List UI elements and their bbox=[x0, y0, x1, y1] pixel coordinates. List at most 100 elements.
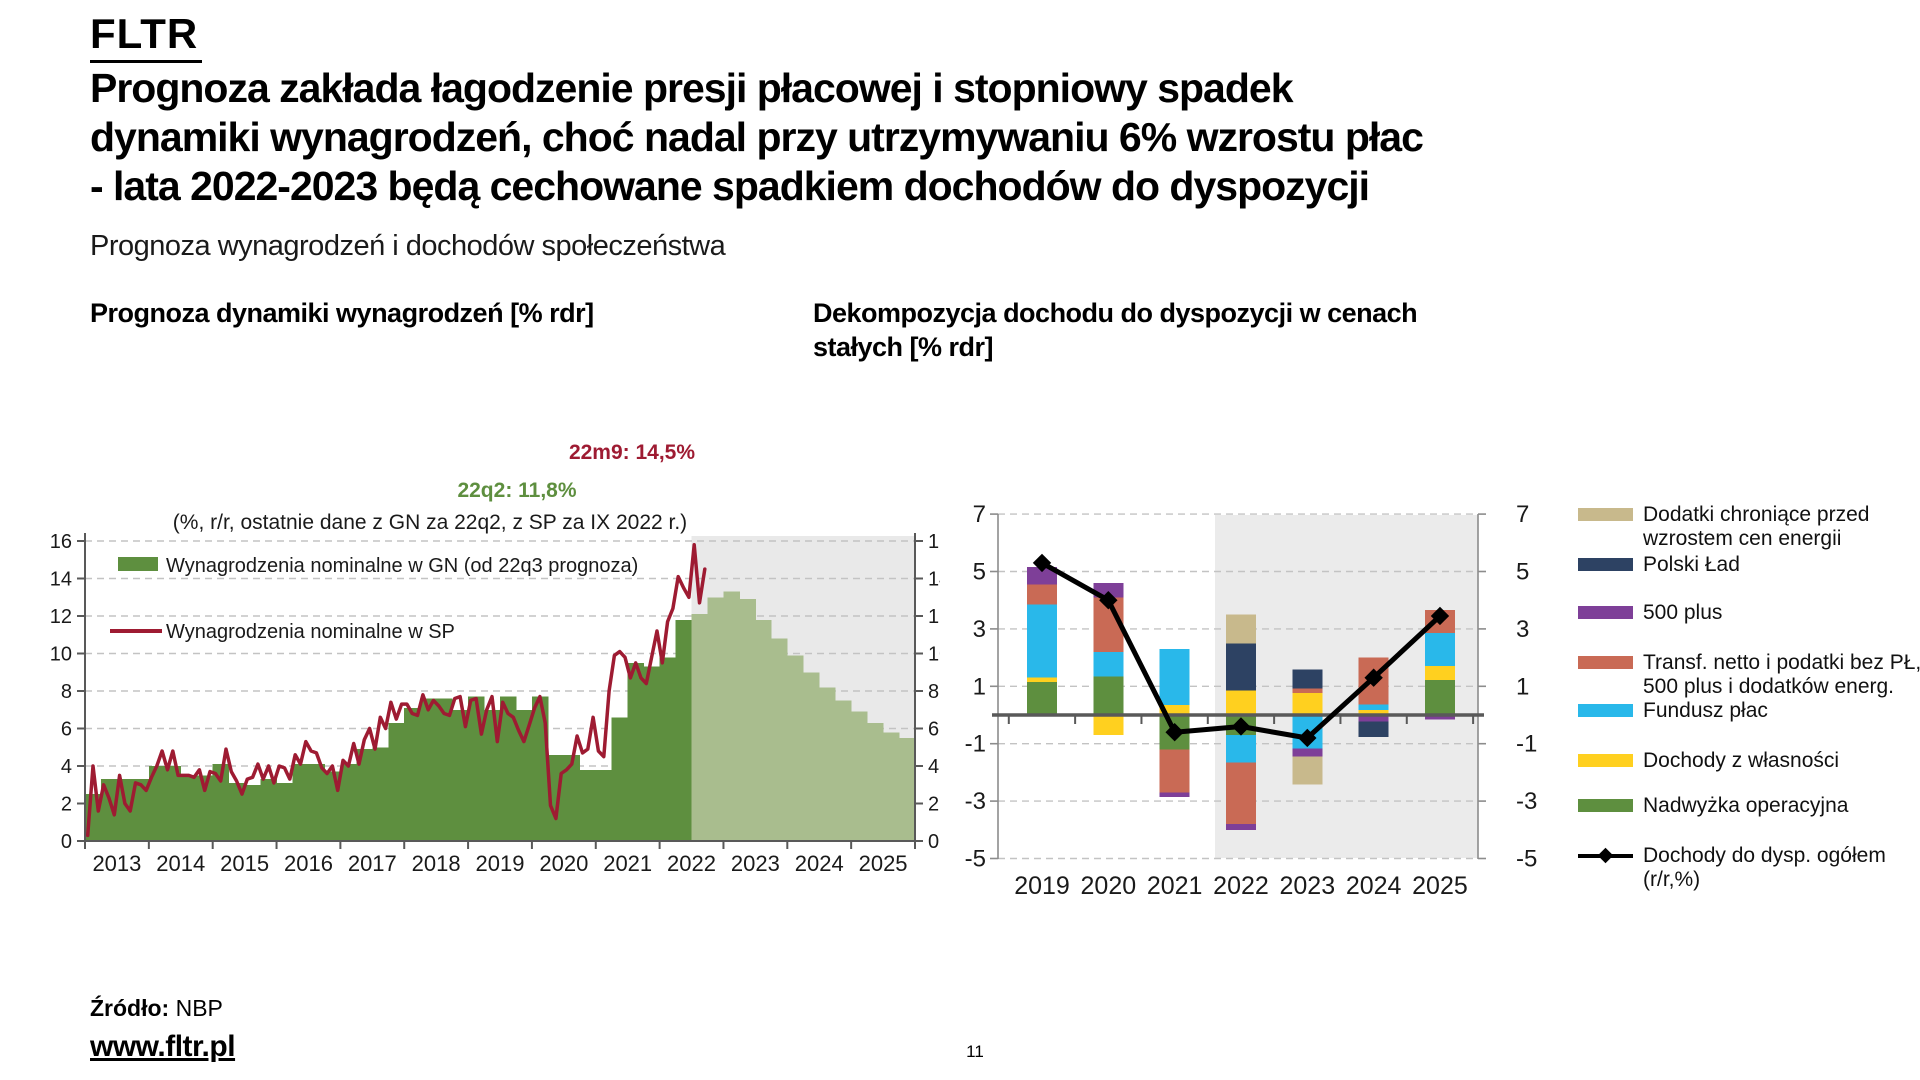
y-tick-left: 14 bbox=[50, 569, 72, 591]
legend-label: Polski Ład bbox=[1643, 553, 1740, 576]
segment-2019 bbox=[1027, 604, 1057, 678]
y-tick-left: 7 bbox=[973, 501, 986, 528]
x-tick-year: 2017 bbox=[348, 851, 397, 876]
gn-bar bbox=[100, 779, 118, 841]
sp-monthly-line bbox=[85, 543, 707, 838]
segment-2024 bbox=[1358, 704, 1389, 710]
x-tick-year: 2025 bbox=[1412, 872, 1468, 900]
gn-bar bbox=[595, 769, 613, 841]
gn-bar bbox=[356, 749, 373, 841]
gn-bar bbox=[468, 696, 485, 841]
x-tick-year: 2021 bbox=[1147, 872, 1203, 900]
x-tick-year: 2023 bbox=[1280, 872, 1336, 900]
gn-bar bbox=[500, 696, 517, 841]
gn-bar bbox=[611, 717, 629, 841]
segment-2021 bbox=[1159, 749, 1190, 793]
gn-bar bbox=[771, 638, 788, 841]
legend-label-gn: Wynagrodzenia nominalne w GN (od 22q3 pr… bbox=[166, 555, 638, 577]
zero-axis bbox=[992, 713, 1484, 724]
segment-2021 bbox=[1159, 704, 1190, 715]
y-tick-right: 6 bbox=[928, 719, 939, 741]
y-tick-right: 0 bbox=[928, 831, 939, 853]
legend-label: Nadwyżka operacyjna bbox=[1643, 794, 1849, 817]
y-tick-right: 12 bbox=[928, 606, 940, 628]
x-tick-year: 2016 bbox=[284, 851, 333, 876]
legend-label: Fundusz płac bbox=[1643, 699, 1768, 722]
heading-line-2: dynamiki wynagrodzeń, choć nadal przy ut… bbox=[90, 114, 1424, 160]
gn-bar bbox=[388, 722, 405, 841]
legend-color-swatch bbox=[1578, 508, 1633, 521]
legend-item: Dochody z własności bbox=[1578, 749, 1920, 773]
legend-item: 500 plus bbox=[1578, 601, 1920, 625]
gn-bar bbox=[755, 619, 772, 841]
segment-2022 bbox=[1225, 824, 1256, 830]
legend-color-swatch bbox=[1578, 799, 1633, 812]
segment-2023 bbox=[1292, 756, 1323, 785]
slide-subtitle: Prognoza wynagrodzeń i dochodów społecze… bbox=[90, 230, 726, 262]
segment-2025 bbox=[1424, 665, 1455, 680]
gn-bar bbox=[803, 672, 820, 841]
gn-bar bbox=[675, 619, 692, 841]
legend-color-swatch bbox=[1578, 704, 1633, 717]
y-tick-left: 3 bbox=[973, 616, 986, 643]
y-tick-left: 10 bbox=[50, 644, 72, 666]
gn-bar bbox=[404, 707, 421, 841]
y-tick-right: -3 bbox=[1516, 788, 1537, 815]
y-tick-left: 4 bbox=[61, 756, 72, 778]
legend-label: Dochody do dysp. ogółem (r/r,%) bbox=[1643, 844, 1886, 891]
gn-bar bbox=[579, 769, 597, 841]
segment-2019 bbox=[1027, 681, 1057, 715]
x-labels: 2019 2020 2021 2022 2023 2024 2025 bbox=[1014, 872, 1468, 900]
gn-bar bbox=[164, 766, 182, 841]
y-tick-right: 16 bbox=[928, 531, 940, 553]
segment-2022 bbox=[1225, 643, 1256, 691]
gn-bar bbox=[436, 698, 453, 841]
axes: 0 0 2 2 4 4 6 6 8 8 10 10 12 12 14 14 16 16 2013 2014 2015 20… bbox=[50, 531, 940, 876]
legend-swatch-gn bbox=[118, 557, 158, 571]
segment-2024 bbox=[1358, 715, 1389, 722]
gn-bar bbox=[739, 599, 756, 841]
y-tick-right: 10 bbox=[928, 644, 940, 666]
segment-2020 bbox=[1093, 676, 1124, 715]
x-tick-year: 2021 bbox=[603, 851, 652, 876]
y-tick-right: 4 bbox=[928, 756, 939, 778]
x-tick-year: 2022 bbox=[1213, 872, 1269, 900]
legend-item: Transf. netto i podatki bez PŁ, 500 plus … bbox=[1578, 651, 1920, 699]
gn-quarterly-bars bbox=[85, 591, 916, 841]
segment-2024 bbox=[1358, 721, 1389, 737]
segment-2025 bbox=[1424, 633, 1455, 666]
gn-bar bbox=[787, 655, 804, 841]
gn-bar bbox=[308, 764, 325, 841]
y-tick-left: 16 bbox=[50, 531, 72, 553]
y-tick-left: 0 bbox=[61, 831, 72, 853]
y-tick-right: -1 bbox=[1516, 731, 1537, 758]
y-tick-left: 8 bbox=[61, 681, 72, 703]
y-tick-left: -3 bbox=[965, 788, 986, 815]
gn-bar bbox=[899, 737, 916, 841]
y-tick-left: 6 bbox=[61, 719, 72, 741]
gn-bar bbox=[212, 764, 230, 841]
gn-bar bbox=[452, 709, 469, 841]
segment-2025 bbox=[1424, 679, 1455, 715]
segment-2020 bbox=[1093, 715, 1124, 736]
gn-bar bbox=[244, 784, 261, 841]
y-tick-left: 12 bbox=[50, 606, 72, 628]
legend-color-swatch bbox=[1578, 656, 1633, 669]
gn-bar bbox=[627, 662, 645, 841]
y-tick-right: 7 bbox=[1516, 501, 1529, 528]
x-tick-year: 2018 bbox=[412, 851, 461, 876]
source-note: Źródło: NBP bbox=[90, 995, 223, 1022]
legend-item: Dodatki chroniące przed wzrostem cen ener… bbox=[1578, 503, 1920, 551]
segment-2019 bbox=[1027, 584, 1057, 605]
brand-logo: FLTR bbox=[90, 10, 203, 63]
legend-label: Dodatki chroniące przed wzrostem cen ener… bbox=[1643, 503, 1870, 550]
gn-bar bbox=[260, 779, 277, 841]
gn-bar bbox=[228, 782, 246, 841]
y-tick-right: 3 bbox=[1516, 616, 1529, 643]
website-link[interactable]: www.fltr.pl bbox=[90, 1030, 236, 1063]
segment-2020 bbox=[1093, 651, 1124, 677]
segment-2022 bbox=[1225, 762, 1256, 825]
income-chart-legend: Dodatki chroniące przed wzrostem cen ener… bbox=[1578, 503, 1920, 892]
legend-line-swatch bbox=[1578, 847, 1633, 864]
gn-bar bbox=[340, 764, 357, 841]
